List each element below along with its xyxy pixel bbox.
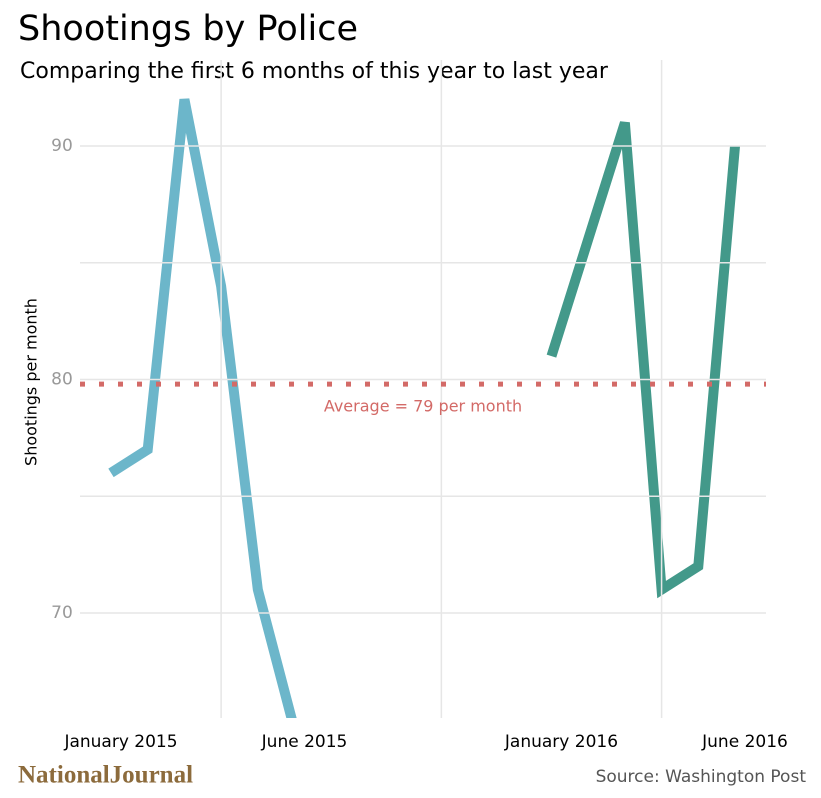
x-tick-label: January 2016 xyxy=(504,732,618,752)
y-tick-label: 90 xyxy=(51,136,73,156)
series-line xyxy=(546,121,740,599)
y-tick-label: 80 xyxy=(51,369,73,389)
x-tick-label: June 2016 xyxy=(701,732,788,752)
y-tick-label: 70 xyxy=(51,603,73,623)
chart-subtitle: Comparing the first 6 months of this yea… xyxy=(20,59,609,84)
average-label: Average = 79 per month xyxy=(324,397,522,416)
source: Source: Washington Post xyxy=(596,767,807,787)
y-axis-label: Shootings per month xyxy=(22,298,41,466)
x-tick-label: June 2015 xyxy=(261,732,348,752)
brand: NationalJournal xyxy=(18,762,193,789)
x-tick-label: January 2015 xyxy=(63,732,177,752)
chart-title: Shootings by Police xyxy=(18,9,358,49)
series-line xyxy=(108,98,297,718)
